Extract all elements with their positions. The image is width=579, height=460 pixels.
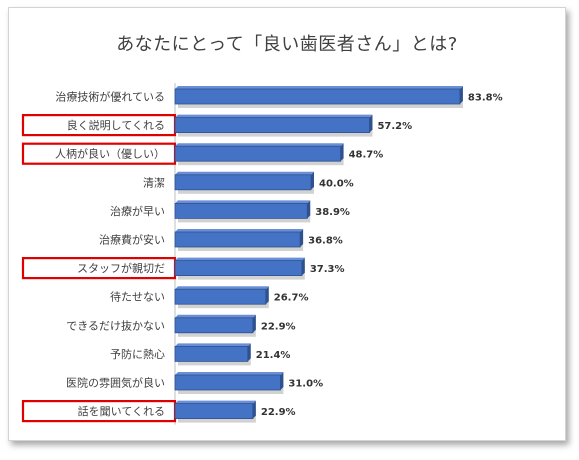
bar-top: [175, 286, 269, 290]
category-label: スタッフが親切だ: [77, 261, 165, 275]
value-label: 57.2%: [377, 121, 412, 132]
bar-top: [175, 143, 344, 147]
bar: [174, 345, 249, 362]
category-label: 良く説明してくれる: [67, 118, 165, 132]
bar-side: [311, 171, 314, 190]
category-label: 待たせない: [110, 290, 165, 304]
value-label: 37.3%: [310, 264, 345, 275]
bar: [174, 317, 254, 334]
bar-side: [307, 200, 311, 219]
bar-top: [175, 114, 373, 118]
bar-top: [175, 343, 251, 347]
bar: [174, 88, 461, 105]
value-label: 83.8%: [468, 93, 503, 104]
category-label: 話を聞いてくれる: [78, 404, 165, 418]
bar-top: [175, 400, 256, 404]
category-label: 治療技術が優れている: [55, 90, 165, 104]
bar: [174, 117, 370, 133]
value-label: 36.8%: [308, 236, 343, 247]
bar-top: [175, 257, 305, 261]
bar-top: [175, 372, 284, 375]
value-label: 40.0%: [319, 178, 354, 189]
bar: [174, 202, 308, 219]
chart-title: あなたにとって「良い歯医者さん」とは?: [116, 34, 458, 55]
chart-frame: あなたにとって「良い歯医者さん」とは? 治療技術が優れている 83.8% 良く説明し…: [8, 7, 566, 441]
value-label: 21.4%: [256, 350, 291, 361]
bar-side: [265, 286, 269, 305]
bar-top: [175, 314, 256, 318]
bar-side: [252, 400, 256, 419]
bar: [174, 260, 303, 277]
category-label: 治療費が安い: [99, 233, 165, 247]
bar-side: [340, 143, 344, 162]
category-label: 清潔: [143, 175, 165, 189]
bar-side: [369, 114, 373, 133]
category-label: 医院の雰囲気が良い: [66, 376, 165, 390]
category-label: できるだけ抜かない: [66, 318, 165, 332]
bar: [174, 145, 341, 162]
bar: [174, 374, 281, 391]
bar-side: [301, 257, 305, 276]
bar-side: [247, 343, 251, 362]
bar-chart: 治療技術が優れている 83.8% 良く説明してくれる 57.2% 人柄が良い（優しい） 4…: [21, 83, 503, 425]
value-label: 31.0%: [288, 379, 323, 390]
bar-side: [252, 314, 256, 333]
bar-top: [175, 229, 304, 232]
bar-side: [280, 372, 284, 390]
bar: [174, 288, 267, 305]
value-label: 26.7%: [274, 293, 309, 304]
category-label: 治療が早い: [110, 204, 165, 218]
bar-top: [175, 171, 314, 175]
value-label: 48.7%: [349, 150, 384, 161]
category-label: 予防に熱心: [110, 347, 165, 361]
bar: [174, 174, 312, 191]
bar-top: [175, 200, 311, 204]
value-label: 22.9%: [261, 321, 296, 332]
value-label: 22.9%: [261, 407, 296, 418]
bar-side: [459, 86, 463, 104]
value-label: 38.9%: [315, 207, 350, 218]
bar: [174, 231, 301, 248]
bar: [174, 403, 254, 420]
bar-side: [300, 229, 304, 247]
bar-top: [175, 86, 463, 89]
category-label: 人柄が良い（優しい）: [55, 147, 165, 161]
